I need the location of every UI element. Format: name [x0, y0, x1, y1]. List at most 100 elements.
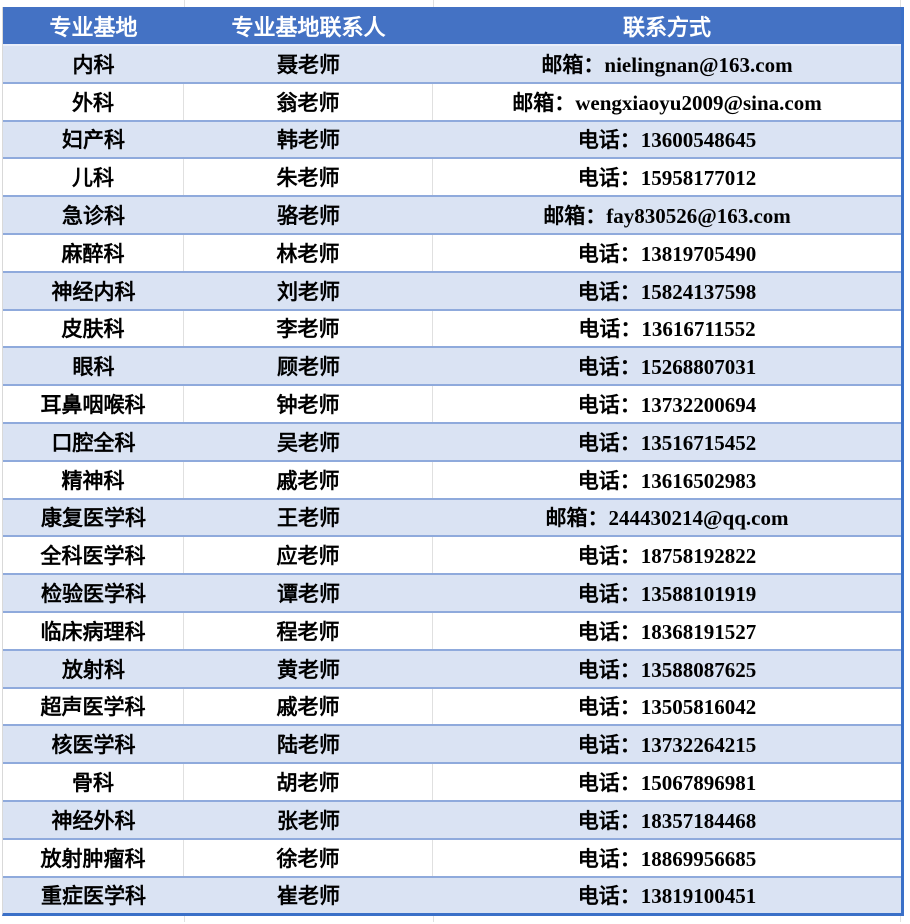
table-row: 检验医学科 谭老师 电话：13588101919 — [3, 575, 901, 613]
table-row: 急诊科 骆老师 邮箱：fay830526@163.com — [3, 197, 901, 235]
cell-contact-method: 电话：18758192822 — [577, 544, 757, 569]
cell-specialty-base: 眼科 — [72, 355, 115, 380]
table-row: 耳鼻咽喉科 钟老师 电话：13732200694 — [3, 386, 901, 424]
cell-contact-person: 韩老师 — [277, 128, 340, 153]
cell-specialty-base: 检验医学科 — [41, 582, 146, 607]
cell-contact-method: 邮箱：fay830526@163.com — [543, 204, 791, 229]
table-row: 重症医学科 崔老师 电话：13819100451 — [3, 877, 901, 914]
cell-specialty-base: 急诊科 — [62, 204, 125, 229]
table-row: 外科 翁老师 邮箱：wengxiaoyu2009@sina.com — [3, 83, 901, 122]
cell-contact-method: 电话：18869956685 — [577, 846, 757, 871]
gridline-vertical — [433, 0, 434, 7]
contact-table: 专业基地 专业基地联系人 联系方式 内科 聂老师 邮箱：nielingnan@1… — [2, 7, 904, 917]
cell-specialty-base: 儿科 — [3, 159, 184, 196]
cell-specialty-base: 内科 — [72, 52, 115, 77]
cell-contact-person: 张老师 — [277, 808, 340, 833]
header-cell-base: 专业基地 — [49, 14, 138, 40]
cell-contact-person: 崔老师 — [277, 884, 340, 909]
cell-contact-method: 邮箱：nielingnan@163.com — [541, 52, 793, 77]
table-row: 骨科 胡老师 电话：15067896981 — [3, 764, 901, 802]
cell-specialty-base: 外科 — [3, 83, 184, 120]
table-row: 全科医学科 应老师 电话：18758192822 — [3, 537, 901, 576]
top-row-sliver — [0, 0, 901, 7]
cell-specialty-base: 康复医学科 — [41, 506, 146, 531]
cell-contact-person: 黄老师 — [277, 657, 340, 682]
cell-specialty-base: 重症医学科 — [41, 884, 146, 909]
cell-contact-method: 电话：18368191527 — [577, 619, 757, 644]
header-cell-method: 联系方式 — [622, 14, 711, 40]
cell-contact-method: 电话：18357184468 — [577, 808, 757, 833]
cell-specialty-base: 核医学科 — [51, 733, 136, 758]
gridline-vertical — [184, 916, 185, 923]
cell-specialty-base: 放射科 — [62, 657, 125, 682]
cell-contact-method: 邮箱：244430214@qq.com — [545, 506, 789, 531]
cell-contact-method: 电话：15824137598 — [577, 279, 757, 304]
cell-specialty-base: 皮肤科 — [3, 310, 184, 347]
cell-contact-method: 电话：13616711552 — [578, 317, 756, 342]
cell-contact-method: 电话：15958177012 — [577, 166, 757, 191]
gridline-vertical — [900, 0, 901, 7]
cell-contact-person: 朱老师 — [184, 159, 433, 196]
cell-contact-method: 电话：13588101919 — [577, 582, 757, 607]
cell-contact-person: 翁老师 — [184, 83, 433, 120]
table-row: 妇产科 韩老师 电话：13600548645 — [3, 121, 901, 160]
gridline-vertical — [900, 916, 901, 923]
cell-specialty-base: 精神科 — [3, 461, 184, 498]
cell-contact-method: 电话：13819705490 — [577, 241, 757, 266]
gridline-vertical — [433, 916, 434, 923]
cell-contact-person: 谭老师 — [277, 582, 340, 607]
table-row: 口腔全科 吴老师 电话：13516715452 — [3, 423, 901, 462]
cell-contact-method: 邮箱：wengxiaoyu2009@sina.com — [512, 90, 822, 115]
cell-contact-method: 电话：13819100451 — [577, 884, 757, 909]
table-row: 麻醉科 林老师 电话：13819705490 — [3, 234, 901, 273]
cell-contact-person: 骆老师 — [277, 204, 340, 229]
cell-contact-person: 程老师 — [184, 612, 433, 649]
cell-contact-person: 戚老师 — [184, 461, 433, 498]
cell-contact-person: 吴老师 — [277, 430, 340, 455]
cell-contact-person: 林老师 — [184, 234, 433, 271]
cell-contact-method: 电话：13588087625 — [577, 657, 757, 682]
cell-specialty-base: 骨科 — [3, 764, 184, 800]
table-body: 内科 聂老师 邮箱：nielingnan@163.com 外科 翁老师 邮箱：w… — [3, 46, 901, 914]
cell-contact-person: 戚老师 — [184, 688, 433, 725]
cell-specialty-base: 超声医学科 — [3, 688, 184, 725]
cell-contact-person: 顾老师 — [277, 355, 340, 380]
table-row: 放射肿瘤科 徐老师 电话：18869956685 — [3, 839, 901, 878]
cell-specialty-base: 全科医学科 — [3, 537, 184, 574]
cell-contact-person: 王老师 — [277, 506, 340, 531]
table-row: 康复医学科 王老师 邮箱：244430214@qq.com — [3, 499, 901, 538]
cell-contact-person: 徐老师 — [184, 839, 433, 876]
table-row: 临床病理科 程老师 电话：18368191527 — [3, 612, 901, 651]
cell-specialty-base: 麻醉科 — [3, 234, 184, 271]
cell-contact-person: 钟老师 — [184, 386, 433, 422]
gridline-vertical — [184, 0, 185, 7]
cell-contact-method: 电话：13732264215 — [577, 733, 757, 758]
cell-specialty-base: 耳鼻咽喉科 — [3, 386, 184, 422]
table-row: 核医学科 陆老师 电话：13732264215 — [3, 726, 901, 765]
table-row: 皮肤科 李老师 电话：13616711552 — [3, 310, 901, 349]
table-row: 神经外科 张老师 电话：18357184468 — [3, 801, 901, 840]
table-row: 眼科 顾老师 电话：15268807031 — [3, 348, 901, 387]
table-row: 精神科 戚老师 电话：13616502983 — [3, 461, 901, 500]
cell-specialty-base: 妇产科 — [62, 128, 125, 153]
cell-contact-person: 应老师 — [184, 537, 433, 574]
cell-contact-person: 聂老师 — [277, 52, 340, 77]
cell-contact-method: 电话：13516715452 — [577, 430, 757, 455]
table-row: 放射科 黄老师 电话：13588087625 — [3, 650, 901, 689]
cell-contact-method: 电话：15067896981 — [577, 771, 757, 796]
cell-contact-person: 李老师 — [184, 310, 433, 347]
table-row: 内科 聂老师 邮箱：nielingnan@163.com — [3, 46, 901, 84]
table-row: 超声医学科 戚老师 电话：13505816042 — [3, 688, 901, 727]
cell-contact-person: 胡老师 — [184, 764, 433, 800]
cell-contact-method: 电话：15268807031 — [577, 355, 757, 380]
cell-contact-method: 电话：13600548645 — [577, 128, 757, 153]
cell-specialty-base: 临床病理科 — [3, 612, 184, 649]
cell-contact-person: 刘老师 — [277, 279, 340, 304]
cell-specialty-base: 口腔全科 — [51, 430, 136, 455]
table-row: 神经内科 刘老师 电话：15824137598 — [3, 272, 901, 311]
cell-specialty-base: 神经内科 — [51, 279, 136, 304]
header-cell-contact: 专业基地联系人 — [231, 14, 386, 40]
cell-contact-method: 电话：13616502983 — [577, 468, 757, 493]
cell-contact-method: 电话：13505816042 — [577, 695, 757, 720]
